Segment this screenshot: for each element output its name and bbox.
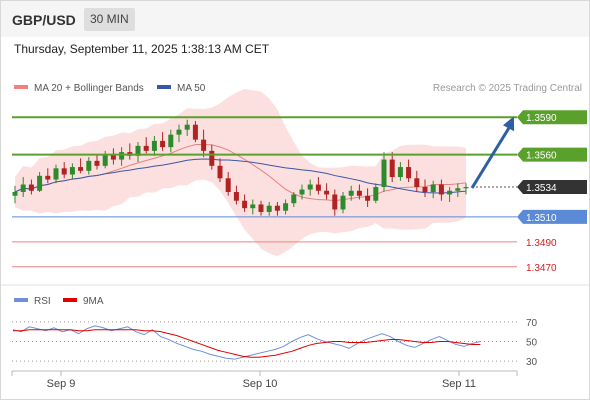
chart-header: GBP/USD 30 MIN xyxy=(1,1,589,37)
candle-body xyxy=(447,190,453,195)
candle-body xyxy=(37,175,43,191)
candle-body xyxy=(233,192,239,201)
candle-body xyxy=(176,129,182,135)
candle-body xyxy=(274,205,280,211)
candle-body xyxy=(102,154,108,166)
candle-body xyxy=(258,204,264,212)
ma9-legend-swatch xyxy=(63,298,77,302)
candle-body xyxy=(217,165,223,179)
price-level-label: 1.3470 xyxy=(526,263,557,274)
candle-body xyxy=(291,194,297,204)
candle-body xyxy=(266,205,272,212)
candle-body xyxy=(184,124,190,130)
price-level-tag xyxy=(517,209,587,224)
candle-body xyxy=(340,195,346,210)
datetime-label: Thursday, September 11, 2025 1:38:13 AM … xyxy=(14,42,270,56)
candle-body xyxy=(397,167,403,178)
candle-body xyxy=(430,184,436,192)
candle-body xyxy=(356,190,362,196)
candle-body xyxy=(414,178,420,188)
symbol-label: GBP/USD xyxy=(12,12,76,28)
candle-body xyxy=(151,140,157,151)
rsi-tick-label: 70 xyxy=(526,318,538,329)
candle-body xyxy=(110,154,116,160)
price-level-tag xyxy=(517,110,587,125)
price-level-label: 1.3560 xyxy=(526,151,557,162)
candle-body xyxy=(94,160,100,166)
candle-body xyxy=(201,139,207,151)
credit-label: Research © 2025 Trading Central xyxy=(433,83,582,94)
ma20-legend-label: MA 20 + Bollinger Bands xyxy=(34,83,144,94)
candle-body xyxy=(389,159,395,178)
ma9-line xyxy=(13,329,481,358)
forecast-arrow xyxy=(470,125,512,189)
timeframe-button[interactable]: 30 MIN xyxy=(84,8,135,31)
forecast-arrow-head xyxy=(503,116,514,132)
candle-body xyxy=(463,187,469,189)
candle-body xyxy=(438,184,444,195)
candle-body xyxy=(365,195,371,201)
price-level-label: 1.3510 xyxy=(526,213,557,224)
price-level-label: 1.3490 xyxy=(526,238,557,249)
ma50-legend-label: MA 50 xyxy=(177,83,206,94)
candle-body xyxy=(455,188,461,191)
x-tick-label: Sep 10 xyxy=(243,378,278,390)
candle-body xyxy=(422,187,428,192)
candle-body xyxy=(324,190,330,195)
candle-body xyxy=(373,187,379,201)
rsi-tick-label: 50 xyxy=(526,338,538,349)
candle-body xyxy=(86,160,92,171)
rsi-legend-swatch xyxy=(14,298,28,302)
candle-body xyxy=(299,189,305,195)
candle-body xyxy=(225,178,231,192)
rsi-legend-label: RSI xyxy=(34,296,51,307)
x-tick-label: Sep 9 xyxy=(47,378,76,390)
candle-body xyxy=(78,167,84,171)
candle-body xyxy=(119,152,125,160)
ma9-legend-label: 9MA xyxy=(83,296,104,307)
price-level-tag xyxy=(517,147,587,162)
candle-body xyxy=(406,167,412,179)
candle-body xyxy=(53,168,59,180)
candle-body xyxy=(28,184,34,191)
candle-body xyxy=(12,192,18,196)
candle-body xyxy=(348,190,354,196)
candle-body xyxy=(315,184,321,191)
ma50-legend-swatch xyxy=(157,85,171,89)
bollinger-band xyxy=(15,89,466,257)
candle-body xyxy=(69,167,75,175)
price-level-tag xyxy=(517,180,587,195)
candle-body xyxy=(332,194,338,210)
candle-body xyxy=(135,145,141,156)
ma50-line xyxy=(14,158,467,194)
candle-body xyxy=(381,159,387,188)
candle-body xyxy=(45,175,51,180)
candle-body xyxy=(168,134,174,148)
candle-body xyxy=(242,200,248,209)
candle-body xyxy=(160,140,166,148)
price-level-label: 1.3590 xyxy=(526,113,557,124)
candle-body xyxy=(209,150,215,166)
candle-body xyxy=(192,124,198,140)
x-tick-label: Sep 11 xyxy=(442,378,476,390)
rsi-tick-label: 30 xyxy=(526,357,538,368)
candle-body xyxy=(250,204,256,209)
candle-body xyxy=(143,145,149,151)
ma20-legend-swatch xyxy=(14,85,28,89)
candle-body xyxy=(20,184,26,192)
candle-body xyxy=(307,184,313,190)
candle-body xyxy=(283,203,289,211)
price-level-label: 1.3534 xyxy=(526,183,557,194)
candle-body xyxy=(61,168,67,175)
